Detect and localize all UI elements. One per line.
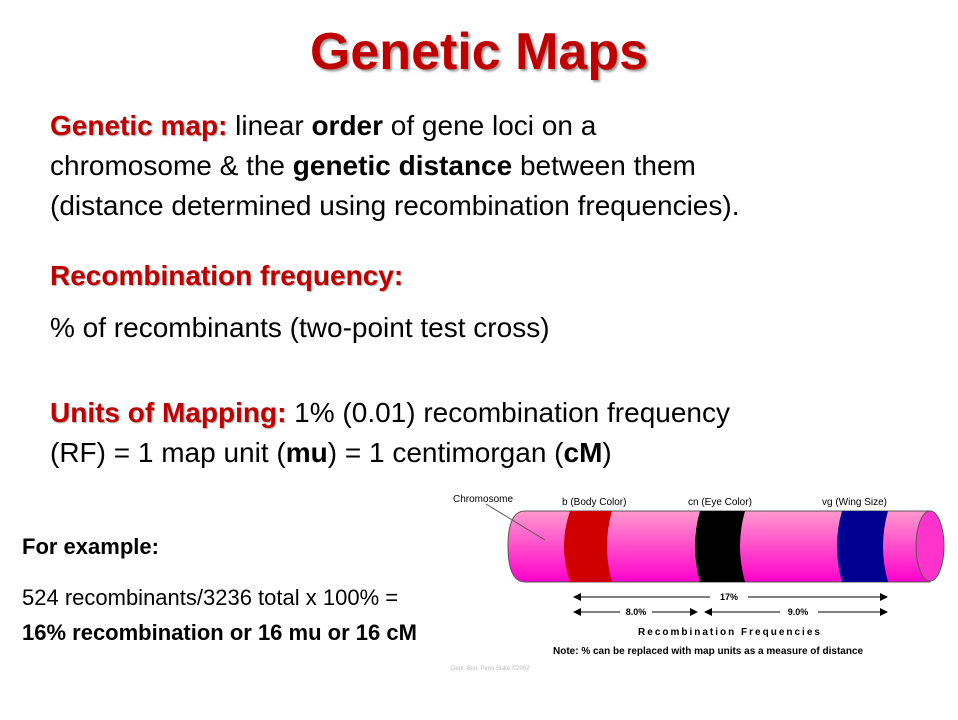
distance-b-cn: 8.0% <box>626 607 647 617</box>
label-pointer <box>485 503 546 541</box>
page-title: Genetic Maps <box>309 23 649 81</box>
total-distance: 17% <box>720 592 738 602</box>
text: (RF) = 1 map unit ( <box>50 437 286 468</box>
diagram-credit: Dept. Biol. Penn State ©2002 <box>451 665 530 672</box>
text: linear <box>227 110 312 141</box>
bold-text: mu <box>285 437 328 468</box>
text: between them <box>512 150 696 181</box>
text: 1% (0.01) recombination frequency <box>286 397 730 428</box>
diagram-caption: Recombination Frequencies <box>638 627 822 638</box>
text: chromosome & the <box>50 150 293 181</box>
units-definition: Units of Mapping: 1% (0.01) recombinatio… <box>50 393 730 473</box>
gene-label-cn: cn (Eye Color) <box>688 497 752 508</box>
bold-text: genetic distance <box>292 150 513 181</box>
rf-term: Recombination frequency: <box>50 260 404 291</box>
bold-text: cM <box>563 437 603 468</box>
term: Genetic map: <box>50 110 228 141</box>
rf-text: % of recombinants (two-point test cross) <box>50 312 550 343</box>
gene-label-vg: vg (Wing Size) <box>822 497 887 508</box>
term: Units of Mapping: <box>50 397 287 428</box>
genetic-map-definition: Genetic map: linear order of gene loci o… <box>50 106 740 226</box>
text: ) = 1 centimorgan ( <box>327 437 564 468</box>
gene-label-b: b (Body Color) <box>562 497 626 508</box>
text: ) <box>602 437 612 468</box>
gene-band-vg <box>837 511 888 582</box>
example-result: 16% recombination or 16 mu or 16 cM <box>22 620 417 645</box>
diagram-note: Note: % can be replaced with map units a… <box>553 646 864 657</box>
distance-cn-vg: 9.0% <box>788 607 809 617</box>
example-heading: For example: <box>22 534 159 559</box>
gene-band-cn <box>695 511 745 582</box>
example-calc: 524 recombinants/3236 total x 100% = <box>22 585 399 610</box>
chromosome-end <box>915 510 945 582</box>
text: (distance determined using recombination… <box>50 190 740 221</box>
text: of gene loci on a <box>383 110 597 141</box>
gene-band-b <box>564 511 612 582</box>
chromosome-label: Chromosome <box>453 494 513 505</box>
bold-text: order <box>311 110 384 141</box>
